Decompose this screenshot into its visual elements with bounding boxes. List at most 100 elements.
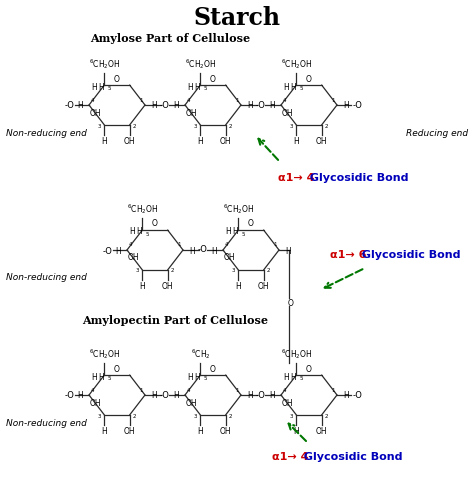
- Text: 1: 1: [273, 243, 277, 247]
- Text: H: H: [198, 427, 203, 436]
- Text: 4: 4: [90, 387, 94, 392]
- Text: O: O: [306, 75, 312, 83]
- Text: 3: 3: [98, 413, 101, 419]
- Text: H: H: [226, 227, 231, 237]
- Text: H: H: [236, 282, 241, 291]
- Text: H: H: [173, 391, 179, 401]
- Text: 3: 3: [290, 413, 293, 419]
- Text: H: H: [293, 137, 299, 146]
- Text: 2: 2: [267, 268, 270, 273]
- Text: OH: OH: [90, 108, 101, 118]
- Text: 2: 2: [229, 413, 232, 419]
- Text: 4: 4: [90, 98, 94, 102]
- Text: H: H: [99, 372, 104, 382]
- Text: OH: OH: [224, 253, 236, 263]
- Text: α1→ 4: α1→ 4: [272, 452, 309, 462]
- Text: OH: OH: [128, 253, 140, 263]
- Text: OH: OH: [316, 137, 328, 146]
- Text: Glycosidic Bond: Glycosidic Bond: [300, 452, 402, 462]
- Text: H: H: [91, 372, 97, 382]
- Text: H: H: [247, 102, 253, 110]
- Text: H: H: [91, 82, 97, 92]
- Text: H: H: [194, 82, 201, 92]
- Text: OH: OH: [316, 427, 328, 436]
- Text: Starch: Starch: [193, 6, 281, 30]
- Text: H: H: [115, 246, 121, 256]
- Text: Non-reducing end: Non-reducing end: [6, 128, 87, 138]
- Text: H: H: [77, 391, 83, 401]
- Text: -O: -O: [160, 101, 170, 109]
- Text: O: O: [306, 365, 312, 373]
- Text: H: H: [291, 372, 296, 382]
- Text: α1→ 4: α1→ 4: [278, 173, 315, 183]
- Text: H: H: [283, 372, 289, 382]
- Text: OH: OH: [258, 282, 269, 291]
- Text: 5: 5: [108, 377, 111, 382]
- Text: 2: 2: [229, 123, 232, 128]
- Text: 5: 5: [300, 86, 303, 92]
- Text: Glycosidic Bond: Glycosidic Bond: [306, 173, 409, 183]
- Text: OH: OH: [220, 137, 231, 146]
- Text: $^6$CH$_2$OH: $^6$CH$_2$OH: [281, 347, 312, 361]
- Text: Glycosidic Bond: Glycosidic Bond: [358, 250, 461, 260]
- Text: O: O: [210, 365, 216, 373]
- Text: H: H: [139, 282, 145, 291]
- Text: 5: 5: [300, 377, 303, 382]
- Text: 3: 3: [136, 268, 139, 273]
- Text: $^6$CH$_2$OH: $^6$CH$_2$OH: [281, 57, 312, 71]
- Text: 2: 2: [325, 413, 328, 419]
- Text: $^6$CH$_2$OH: $^6$CH$_2$OH: [89, 57, 120, 71]
- Text: 2: 2: [325, 123, 328, 128]
- Text: H: H: [101, 137, 107, 146]
- Text: H: H: [173, 102, 179, 110]
- Text: H: H: [291, 82, 296, 92]
- Text: H: H: [129, 227, 135, 237]
- Text: H: H: [151, 391, 157, 401]
- Text: $^6$CH$_2$OH: $^6$CH$_2$OH: [185, 57, 216, 71]
- Text: 5: 5: [242, 231, 245, 237]
- Text: H: H: [211, 246, 217, 256]
- Text: 4: 4: [186, 98, 190, 102]
- Text: H: H: [77, 102, 83, 110]
- Text: 4: 4: [282, 98, 286, 102]
- Text: 2: 2: [133, 123, 137, 128]
- Text: $^6$CH$_2$OH: $^6$CH$_2$OH: [89, 347, 120, 361]
- Text: -O: -O: [102, 246, 112, 256]
- Text: 2: 2: [133, 413, 137, 419]
- Text: H: H: [151, 102, 157, 110]
- Text: 5: 5: [146, 231, 149, 237]
- Text: 5: 5: [204, 377, 207, 382]
- Text: 3: 3: [194, 413, 197, 419]
- Text: 4: 4: [282, 387, 286, 392]
- Text: 1: 1: [235, 98, 239, 102]
- Text: 3: 3: [290, 123, 293, 128]
- Text: O: O: [248, 220, 254, 228]
- Text: H: H: [188, 372, 193, 382]
- Text: OH: OH: [162, 282, 173, 291]
- Text: $^6$CH$_2$OH: $^6$CH$_2$OH: [223, 202, 254, 216]
- Text: H: H: [285, 246, 291, 256]
- Text: OH: OH: [282, 399, 293, 407]
- Text: Amylose Part of Cellulose: Amylose Part of Cellulose: [90, 33, 250, 43]
- Text: -O: -O: [64, 102, 74, 110]
- Text: -O: -O: [256, 101, 266, 109]
- Text: H: H: [101, 427, 107, 436]
- Text: 1: 1: [177, 243, 181, 247]
- Text: OH: OH: [282, 108, 293, 118]
- Text: 1: 1: [139, 387, 143, 392]
- Text: H: H: [269, 102, 275, 110]
- Text: Reducing end: Reducing end: [406, 128, 468, 138]
- Text: 3: 3: [194, 123, 197, 128]
- Text: 1: 1: [235, 387, 239, 392]
- Text: 1: 1: [139, 98, 143, 102]
- Text: O: O: [210, 75, 216, 83]
- Text: 3: 3: [232, 268, 235, 273]
- Text: H: H: [137, 227, 142, 237]
- Text: H: H: [233, 227, 238, 237]
- Text: OH: OH: [90, 399, 101, 407]
- Text: 1: 1: [331, 387, 335, 392]
- Text: H: H: [293, 427, 299, 436]
- Text: H: H: [247, 391, 253, 401]
- Text: H: H: [198, 137, 203, 146]
- Text: -O: -O: [160, 390, 170, 400]
